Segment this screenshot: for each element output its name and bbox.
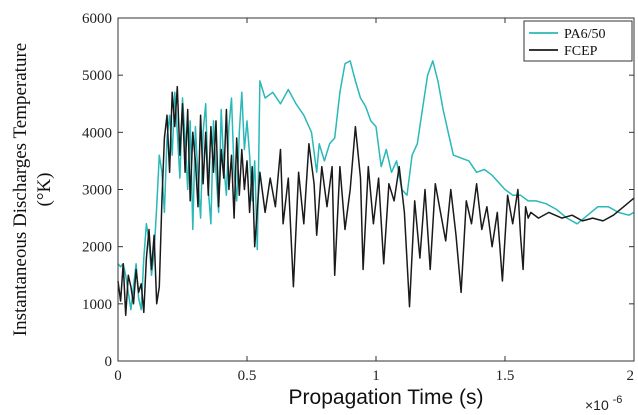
legend-label-fcep: FCEP	[564, 44, 598, 59]
y-axis-label-line1: Instantaneous Discharges Temperature	[10, 43, 31, 336]
x-axis-multiplier-exponent: -6	[613, 394, 623, 406]
ticks-layer: 0 0.5 1 1.5 2 0 1000 2000 3000 4000 5000 6000	[82, 11, 635, 384]
legend: PA6/50 FCEP	[523, 20, 633, 62]
y-tick-label: 0	[105, 354, 113, 370]
series-layer	[117, 60, 635, 317]
y-axis-label: Instantaneous Discharges Temperature (°K…	[10, 43, 55, 336]
x-tick-label: 0	[114, 368, 122, 384]
x-tick-label: 0.5	[238, 368, 257, 384]
series-line-fcep	[117, 85, 635, 317]
series-line-pa6-50	[117, 60, 635, 311]
y-tick-label: 6000	[82, 11, 112, 27]
x-axis-label: Propagation Time (s)	[289, 386, 484, 409]
x-tick-label: 1.5	[496, 368, 515, 384]
x-axis-multiplier-base: ×10	[585, 397, 609, 413]
y-tick-label: 2000	[82, 240, 112, 256]
legend-label-pa6-50: PA6/50	[564, 27, 606, 42]
x-tick-label: 2	[627, 368, 635, 384]
y-tick-label: 3000	[82, 183, 112, 199]
y-tick-label: 1000	[82, 297, 112, 313]
x-tick-label: 1	[372, 368, 380, 384]
y-axis-label-line2: (°K)	[34, 173, 55, 207]
legend-box	[523, 20, 633, 62]
y-tick-label: 4000	[82, 125, 112, 141]
y-tick-label: 5000	[82, 68, 112, 84]
x-axis-multiplier: ×10 -6	[585, 394, 622, 413]
